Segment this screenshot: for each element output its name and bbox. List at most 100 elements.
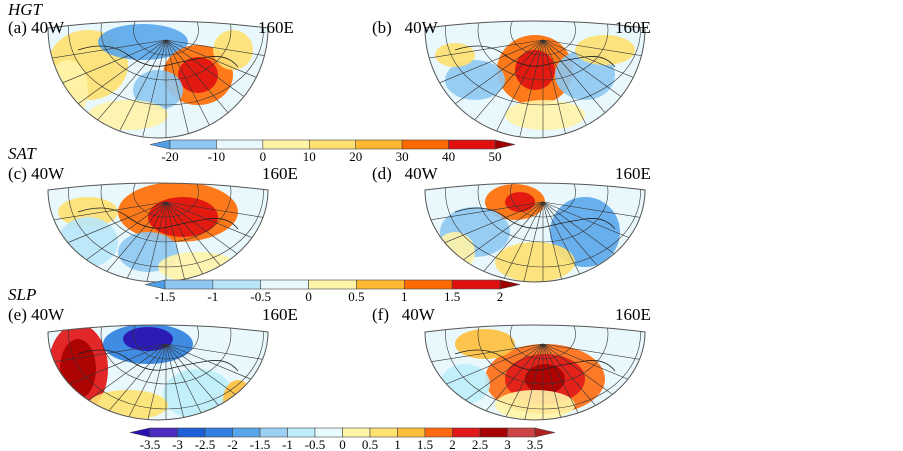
anomaly-contour — [98, 24, 188, 60]
latitude-circle — [510, 325, 576, 360]
meridian — [165, 39, 190, 138]
panel-e-label: (e) 40W — [8, 305, 65, 324]
map-outline — [424, 324, 646, 421]
meridian — [48, 39, 167, 61]
colorbar-segment — [342, 427, 371, 438]
latitude-circle — [68, 183, 264, 268]
map-outline — [47, 20, 269, 139]
anomaly-contour — [435, 43, 475, 67]
colorbar-tick-label: 2.5 — [472, 437, 488, 451]
row-title-slp: SLP — [8, 285, 37, 304]
colorbar-tick-label: -10 — [208, 149, 225, 164]
anomaly-contour — [505, 100, 585, 130]
meridian — [492, 39, 544, 138]
colorbar-segment — [216, 139, 264, 150]
map-outline — [47, 182, 269, 283]
map-outline — [424, 20, 646, 139]
colorbar-tick-label: 10 — [303, 149, 316, 164]
latitude-circle — [510, 183, 576, 218]
colorbar-segment — [259, 427, 288, 438]
anomaly-contour — [603, 400, 627, 420]
colorbar-2: -3.5 -3 -2.5 -2 -1.5 -1 -0.5 0 0.5 1 1.5 2 2.5 3 3.5 — [129, 427, 556, 451]
meridian — [542, 39, 567, 138]
colorbar-segment — [164, 279, 214, 290]
colorbar-segment — [177, 427, 206, 438]
colorbar-segment — [356, 279, 405, 290]
row-title-sat: SAT — [8, 144, 36, 163]
colorbar-segment — [507, 427, 536, 438]
map-outline — [424, 182, 646, 283]
colorbar-tick-label: 1 — [401, 289, 408, 304]
colorbar-segment — [169, 139, 217, 150]
colorbar-tick-label: -0.5 — [305, 437, 326, 451]
meridian — [48, 343, 167, 365]
latitude-circle — [445, 183, 641, 268]
meridian — [542, 201, 585, 282]
colorbar-max-arrow — [499, 279, 521, 290]
colorbar-tick-label: -2 — [227, 437, 238, 451]
colorbar-tick-label: 0.5 — [362, 437, 378, 451]
colorbar-segment — [369, 427, 398, 438]
colorbar-tick-label: -2.5 — [195, 437, 216, 451]
colorbar-tick-label: 0 — [339, 437, 346, 451]
colorbar-tick-label: -3.5 — [140, 437, 161, 451]
meridian — [425, 201, 544, 223]
latitude-circle — [133, 21, 199, 56]
colorbar-tick-label: 0 — [260, 149, 267, 164]
meridian — [519, 39, 544, 138]
colorbar-segment — [262, 139, 310, 150]
meridian — [542, 343, 562, 420]
colorbar-tick-label: 2 — [449, 437, 456, 451]
latitude-circle — [100, 183, 232, 243]
colorbar-1: -1.5 -1 -0.5 0 0.5 1 1.5 2 — [144, 279, 521, 304]
colorbar-tick-label: 1 — [394, 437, 401, 451]
anomaly-contour — [445, 60, 505, 100]
latitude-circle — [445, 325, 641, 410]
colorbar-0: -20 -10 0 10 20 30 40 50 — [149, 139, 516, 164]
map-panel-e — [48, 325, 268, 420]
panel-b-lon-right: 160E — [615, 18, 651, 37]
meridian — [165, 201, 208, 282]
anomaly-contour — [525, 364, 565, 394]
panel-a-lon-right: 160E — [258, 18, 294, 37]
anomaly-contour — [455, 329, 515, 359]
colorbar-tick-label: -1 — [207, 289, 218, 304]
anomaly-contour — [60, 339, 96, 399]
meridian — [542, 201, 645, 223]
meridian — [142, 39, 167, 138]
meridian — [147, 343, 167, 420]
colorbar-tick-label: 1.5 — [444, 289, 460, 304]
latitude-circle — [133, 183, 199, 218]
meridian — [425, 39, 544, 91]
meridian — [115, 39, 167, 138]
panel-c-lon-right: 160E — [262, 164, 298, 183]
meridian — [523, 201, 544, 282]
colorbar-tick-label: -1.5 — [250, 437, 271, 451]
panel-c-label: (c) 40W — [8, 164, 65, 183]
meridian — [146, 201, 167, 282]
meridian — [165, 39, 217, 138]
meridian — [165, 201, 268, 223]
colorbar-tick-label: 50 — [489, 149, 502, 164]
colorbar-segment — [212, 279, 262, 290]
meridian — [542, 343, 645, 365]
latitude-circle — [68, 21, 264, 106]
anomaly-contour — [440, 364, 490, 404]
colorbar-segment — [314, 427, 343, 438]
panel-d-lon-right: 160E — [615, 164, 651, 183]
colorbar-tick-label: 0.5 — [348, 289, 364, 304]
anomaly-contour — [48, 60, 88, 120]
row-title-hgt: HGT — [8, 0, 43, 19]
colorbar-segment — [424, 427, 453, 438]
anomaly-contour — [213, 30, 253, 70]
latitude-circle — [445, 21, 641, 106]
meridian — [542, 201, 563, 282]
colorbar-max-arrow — [494, 139, 516, 150]
colorbar-tick-label: 0 — [305, 289, 312, 304]
colorbar-segment — [479, 427, 508, 438]
colorbar-segment — [260, 279, 309, 290]
anomaly-contour — [505, 192, 535, 212]
latitude-circle — [133, 325, 199, 360]
meridian — [501, 201, 544, 282]
